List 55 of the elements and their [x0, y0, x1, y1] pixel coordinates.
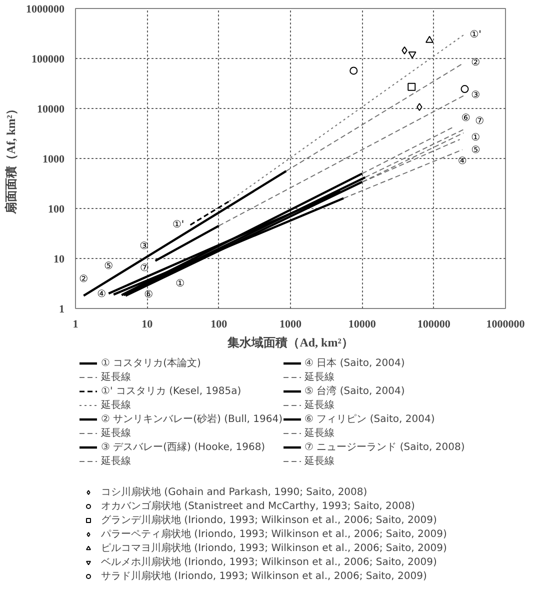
legend-label: オカバンゴ扇状地 (Stanistreet and McCarthy, 1993; Saito, 2008) [101, 500, 415, 513]
x-tick-label: 100000 [417, 318, 451, 330]
legend-label: サラド川扇状地 (Iriondo, 1993; Wilkinson et al., 2006; Saito, 2009) [101, 570, 427, 583]
y-tick-label: 1 [59, 304, 64, 316]
x-tick-label: 100 [210, 318, 228, 330]
legend-label: ⑥ フィリピン (Saito, 2004) [304, 413, 435, 426]
annotation: ⑤ [104, 260, 114, 272]
legend-label: 延長線 [101, 371, 131, 384]
legend-label: ピルコマヨ川扇状地 (Iriondo, 1993; Wilkinson et al., 2006; Saito, 2009) [101, 542, 447, 555]
annotation: ④ [97, 289, 106, 300]
legend-label: ⑤ 台湾 (Saito, 2004) [304, 384, 405, 398]
annotation: ④ [458, 156, 467, 168]
legend-label: 延長線 [304, 371, 334, 384]
annotation: ③ [471, 90, 480, 102]
x-tick-label: 1000 [280, 318, 302, 330]
y-tick-label: 10000 [37, 104, 65, 116]
y-axis-title: 扇面面積（Af, km²） [4, 103, 18, 215]
annotation: ⑤ [471, 145, 480, 156]
x-tick-label: 1000000 [486, 318, 526, 330]
annotation: ①' [470, 30, 482, 41]
annotation: ①' [172, 219, 184, 230]
annotation: ⑦ [140, 263, 150, 274]
legend-label: 延長線 [304, 427, 334, 440]
annotation: ② [471, 58, 480, 69]
x-tick-label: 1 [72, 318, 78, 330]
legend-label: 延長線 [304, 399, 334, 412]
legend-label: ④ 日本 (Saito, 2004) [304, 356, 405, 370]
annotation: ② [79, 274, 88, 286]
annotation: ⑦ [475, 116, 484, 128]
annotation: ⑥ [461, 112, 470, 124]
legend-label: ⑦ ニュージーランド (Saito, 2008) [304, 441, 465, 454]
x-axis-title: 集水域面積（Ad, km²） [226, 336, 354, 350]
annotation: ① [176, 278, 185, 290]
legend-label: コシ川扇状地 (Gohain and Parkash, 1990; Saito, 2008) [101, 486, 368, 499]
legend-label: 延長線 [101, 427, 131, 440]
y-tick-label: 100 [48, 204, 65, 216]
legend-label: 延長線 [101, 399, 131, 412]
legend-label: ① コスタリカ(本論文) [101, 356, 201, 370]
x-tick-label: 10000 [348, 318, 376, 330]
legend-label: 延長線 [101, 455, 131, 468]
annotation: ③ [140, 240, 149, 252]
annotation: ① [471, 132, 480, 144]
y-tick-label: 1000000 [26, 4, 65, 16]
x-tick-label: 10 [142, 318, 154, 330]
y-tick-label: 100000 [32, 54, 65, 66]
y-tick-label: 10 [54, 254, 65, 266]
legend-label: ①' コスタリカ (Kesel, 1985a) [101, 385, 242, 398]
legend-label: ② サンリキンバレー(砂岩) (Bull, 1964) [101, 412, 282, 426]
legend-label: 延長線 [304, 455, 334, 468]
annotation: ⑥ [144, 290, 154, 301]
legend-label: ベルメホ川扇状地 (Iriondo, 1993; Wilkinson et al., 2006; Saito, 2009) [101, 556, 437, 569]
legend-label: パラーペティ扇状地 (Iriondo, 1993; Wilkinson et al., 2006; Saito, 2009) [101, 528, 447, 541]
y-tick-label: 1000 [42, 154, 65, 166]
legend-label: ③ デスバレー(西縁) (Hooke, 1968) [101, 441, 266, 454]
legend-label: グランデ川扇状地 (Iriondo, 1993; Wilkinson et al., 2006; Saito, 2009) [101, 514, 437, 527]
